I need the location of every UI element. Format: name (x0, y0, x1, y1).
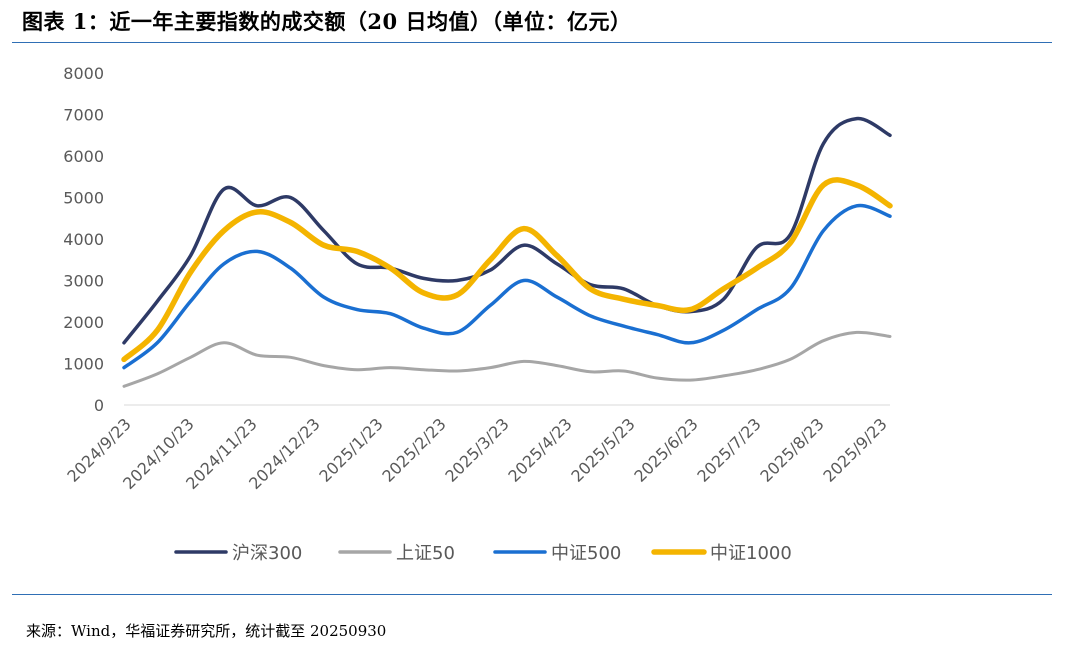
x-tick-label: 2025/7/23 (693, 414, 764, 485)
x-tick-label: 2025/1/23 (315, 414, 386, 485)
series-line-zz1000 (121, 177, 893, 363)
y-tick-label: 4000 (63, 230, 104, 249)
y-tick-label: 1000 (63, 355, 104, 374)
series-line-sz50 (122, 330, 892, 388)
x-tick-label: 2025/4/23 (504, 414, 575, 485)
series-group (121, 116, 893, 388)
y-tick-label: 6000 (63, 147, 104, 166)
source-note: 来源：Wind，华福证券研究所，统计截至 20250930 (26, 622, 387, 640)
y-tick-label: 5000 (63, 189, 104, 208)
header-rule (12, 42, 1052, 43)
y-tick-label: 2000 (63, 313, 104, 332)
x-tick-label: 2025/9/23 (819, 414, 890, 485)
chart-title: 图表 1：近一年主要指数的成交额（20 日均值）（单位：亿元） (22, 9, 632, 34)
series-line-zz500 (122, 203, 892, 370)
footer-rule (12, 594, 1052, 595)
y-tick-label: 8000 (63, 64, 104, 83)
x-tick-label: 2025/5/23 (567, 414, 638, 485)
x-tick-label: 2025/2/23 (378, 414, 449, 485)
legend-label-zz1000: 中证1000 (710, 543, 792, 564)
legend: 沪深300 上证50 中证500 中证1000 (174, 543, 792, 564)
x-axis: 2024/9/232024/10/232024/11/232024/12/232… (63, 404, 891, 493)
y-tick-label: 7000 (63, 106, 104, 125)
y-axis: 0 1000 2000 3000 4000 5000 6000 7000 8000 (63, 64, 104, 415)
x-tick-label: 2025/8/23 (756, 414, 827, 485)
x-tick-label: 2025/6/23 (630, 414, 701, 485)
x-tick-label: 2025/3/23 (441, 414, 512, 485)
legend-label-zz500: 中证500 (551, 543, 621, 564)
line-chart: 0 1000 2000 3000 4000 5000 6000 7000 8000 2024/9… (63, 64, 893, 564)
legend-label-sz50: 上证50 (396, 543, 455, 564)
y-tick-label: 0 (94, 396, 104, 415)
legend-label-hs300: 沪深300 (232, 543, 302, 564)
series-line-hs300 (122, 116, 892, 345)
y-tick-label: 3000 (63, 272, 104, 291)
